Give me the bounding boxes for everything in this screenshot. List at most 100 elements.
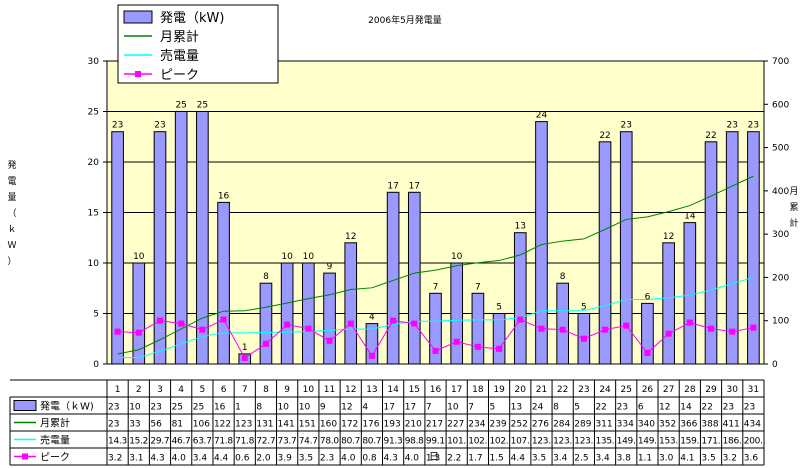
peak-marker <box>241 354 248 361</box>
table-cell: 123. <box>574 437 593 447</box>
table-key <box>13 400 37 411</box>
peak-marker <box>114 328 121 335</box>
table-cell: 9 <box>320 403 326 413</box>
table-cell: 10 <box>447 403 459 413</box>
bar <box>344 242 358 365</box>
table-cell: 1.7 <box>468 454 482 464</box>
table-cell: 15.2 <box>129 437 148 447</box>
table-cell: 4.4 <box>214 454 229 464</box>
chart-title: 2006年5月発電量 <box>368 14 442 26</box>
bar-label: 17 <box>387 181 398 191</box>
table-cell: 4.0 <box>405 454 420 464</box>
peak-marker <box>665 330 672 337</box>
peak-marker <box>368 352 375 359</box>
table-cell: 239 <box>489 420 506 430</box>
peak-marker <box>199 326 206 333</box>
table-cell: 7 <box>426 403 432 413</box>
bar-label: 10 <box>281 252 293 262</box>
table-cell: 3.5 <box>532 454 546 464</box>
table-cell: 3.1 <box>129 454 143 464</box>
bar-label: 23 <box>112 121 123 131</box>
peak-marker <box>262 340 269 347</box>
x-tick-label: 7 <box>242 385 248 395</box>
x-tick-label: 13 <box>366 385 377 395</box>
table-cell: 3.8 <box>617 454 632 464</box>
peak-marker <box>284 321 291 328</box>
table-row-label: ピーク <box>40 452 70 464</box>
peak-marker <box>474 343 481 350</box>
table-cell: 80.7 <box>362 437 381 447</box>
table-cell: 56 <box>150 420 162 430</box>
table-cell: 102. <box>489 437 508 447</box>
peak-marker <box>708 325 715 332</box>
table-cell: 210 <box>405 420 422 430</box>
x-tick-label: 22 <box>557 385 568 395</box>
table-cell: 141 <box>278 420 295 430</box>
table-cell: 81 <box>172 420 183 430</box>
table-cell: 366 <box>680 420 697 430</box>
bar <box>280 262 294 365</box>
x-tick-label: 9 <box>284 385 290 395</box>
x-tick-label: 27 <box>663 385 674 395</box>
table-cell: 71.8 <box>235 437 254 447</box>
left-tick-label: 0 <box>93 360 99 370</box>
x-tick-label: 8 <box>263 385 269 395</box>
series-line <box>117 175 754 355</box>
table-cell: 0.8 <box>362 454 377 464</box>
table-cell: 72.7 <box>256 437 275 447</box>
table-cell: 3.2 <box>723 454 737 464</box>
table-cell: 200. <box>744 437 763 447</box>
x-tick-label: 6 <box>221 385 227 395</box>
peak-marker <box>411 320 418 327</box>
table-cell: 29.7 <box>150 437 169 447</box>
table-cell: 3.2 <box>108 454 122 464</box>
table-cell: 186. <box>723 437 742 447</box>
left-tick-label: 20 <box>88 158 100 168</box>
table-cell: 4.4 <box>511 454 526 464</box>
peak-marker <box>178 320 185 327</box>
bar-label: 22 <box>599 131 610 141</box>
table-cell: 17 <box>405 403 416 413</box>
bar-label: 23 <box>748 121 759 131</box>
table-cell: 17 <box>384 403 395 413</box>
bar-data-labels: 23 10 23 25 25 16 1 8 10 10 9 12 4 17 17 7 10 7 5 13 24 8 5 22 2… <box>112 101 759 353</box>
table-key-marker <box>22 453 28 460</box>
left-axis-label-char: ） <box>7 256 16 267</box>
bar <box>153 131 167 365</box>
table-cell: 2.3 <box>320 454 334 464</box>
table-cell: 131 <box>256 420 273 430</box>
bar <box>196 111 209 365</box>
table-cell: 3.5 <box>701 454 715 464</box>
table-cell: 334 <box>617 420 634 430</box>
table-cell: 3.0 <box>659 454 674 464</box>
table-cell: 388 <box>701 420 718 430</box>
table-cell: 1.3 <box>426 454 440 464</box>
axes: 0510152025300100200300400500600700発電量（ｋＷ… <box>7 57 798 370</box>
table-cell: 8 <box>256 403 262 413</box>
series-line <box>117 276 754 359</box>
x-tick-label: 1 <box>115 385 121 395</box>
table-cell: 25 <box>172 403 183 413</box>
bar-label: 7 <box>475 282 481 292</box>
peak-marker <box>644 349 651 356</box>
table-cell: 340 <box>638 420 655 430</box>
table-cell: 4.0 <box>341 454 356 464</box>
bar-label: 23 <box>621 121 632 131</box>
peak-marker <box>602 326 609 333</box>
table-cell: 73.7 <box>278 437 297 447</box>
bar-label: 5 <box>581 303 587 313</box>
bar <box>302 262 315 365</box>
bar-label: 6 <box>645 292 651 302</box>
table-cell: 159. <box>680 437 699 447</box>
table-cell: 234 <box>468 420 485 430</box>
table-cell: 153. <box>659 437 678 447</box>
bar <box>662 242 675 365</box>
table-cell: 3.4 <box>595 454 610 464</box>
table-cell: 80.7 <box>341 437 360 447</box>
bar-label: 9 <box>327 262 333 272</box>
x-tick-label: 19 <box>493 385 505 395</box>
left-tick-label: 30 <box>88 57 100 67</box>
table-cell: 46.7 <box>172 437 191 447</box>
bar-label: 8 <box>560 272 566 282</box>
bar <box>683 222 697 365</box>
